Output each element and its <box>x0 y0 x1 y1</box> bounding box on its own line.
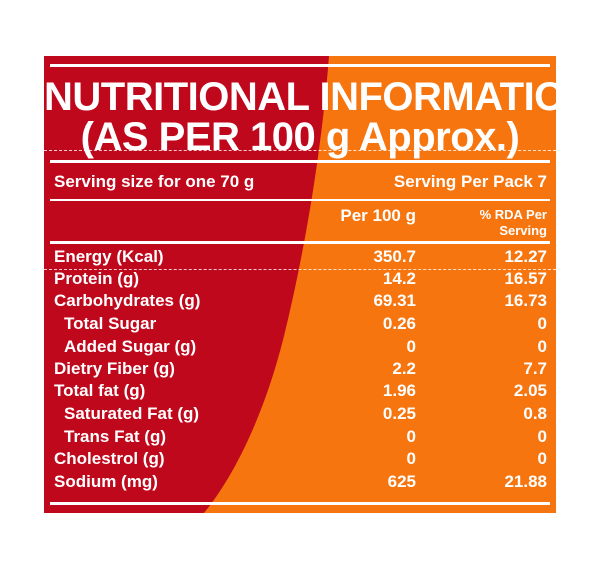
rda-value: 2.05 <box>513 381 547 400</box>
nutrient-row: Dietry Fiber (g) 2.2 7.7 <box>44 359 556 381</box>
nutrient-row: Carbohydrates (g) 69.31 16.73 <box>44 291 556 313</box>
serving-size-text: Serving size for one 70 g <box>54 172 255 191</box>
nutrient-name: Total Sugar <box>64 314 157 333</box>
nutrition-label-panel: NUTRITIONAL INFORMATION (AS PER 100 g Ap… <box>44 56 556 513</box>
title-divider-dashed <box>44 150 556 151</box>
nutrient-row: Added Sugar (g) 0 0 <box>44 337 556 359</box>
nutrient-name: Added Sugar (g) <box>64 337 197 356</box>
column-header-rda-line2: Serving <box>499 223 547 238</box>
serving-divider-line <box>50 199 550 201</box>
header-divider-line <box>50 241 550 244</box>
per100-value: 0 <box>406 337 416 356</box>
rda-value: 12.27 <box>504 247 547 266</box>
title-line-1: NUTRITIONAL INFORMATION <box>44 75 556 119</box>
rda-value: 21.88 <box>504 472 547 491</box>
nutrient-row: Protein (g) 14.2 16.57 <box>44 269 556 291</box>
per100-value: 625 <box>387 472 416 491</box>
nutrient-name: Energy (Kcal) <box>54 247 164 266</box>
nutrient-row: Total fat (g) 1.96 2.05 <box>44 381 556 403</box>
nutrient-row: Energy (Kcal) 350.7 12.27 <box>44 247 556 269</box>
nutrient-name: Saturated Fat (g) <box>64 404 200 423</box>
rda-value: 0.8 <box>523 404 547 423</box>
serving-per-pack-text: Serving Per Pack 7 <box>393 172 547 191</box>
per100-value: 2.2 <box>392 359 416 378</box>
column-header-rda-line1: % RDA Per <box>479 207 547 222</box>
red-curved-region <box>44 56 329 513</box>
per100-value: 1.96 <box>382 381 416 400</box>
per100-value: 0.26 <box>382 314 416 333</box>
title-line-2: (AS PER 100 g Approx.) <box>80 115 520 159</box>
nutrient-name: Cholestrol (g) <box>54 449 165 468</box>
panel-background <box>44 56 556 513</box>
nutrient-row: Sodium (mg) 625 21.88 <box>44 472 556 494</box>
nutrient-name: Dietry Fiber (g) <box>54 359 175 378</box>
nutrient-name: Total fat (g) <box>54 381 146 400</box>
per100-value: 69.31 <box>373 291 416 310</box>
nutrient-row: Total Sugar 0.26 0 <box>44 314 556 336</box>
row-divider-dashed <box>44 269 556 270</box>
title-divider-line <box>50 160 550 163</box>
rda-value: 16.73 <box>504 291 547 310</box>
rda-value: 7.7 <box>523 359 547 378</box>
rda-value: 16.57 <box>504 269 547 288</box>
bottom-border-line <box>50 502 550 505</box>
nutrient-name: Sodium (mg) <box>54 472 158 491</box>
per100-value: 350.7 <box>373 247 416 266</box>
column-header-per100: Per 100 g <box>340 206 416 225</box>
nutrient-row: Trans Fat (g) 0 0 <box>44 427 556 449</box>
nutrient-row: Cholestrol (g) 0 0 <box>44 449 556 471</box>
rda-value: 0 <box>537 337 547 356</box>
rda-value: 0 <box>537 449 547 468</box>
per100-value: 14.2 <box>382 269 416 288</box>
nutrient-name: Protein (g) <box>54 269 139 288</box>
rda-value: 0 <box>537 314 547 333</box>
per100-value: 0 <box>406 427 416 446</box>
nutrient-name: Carbohydrates (g) <box>54 291 201 310</box>
per100-value: 0 <box>406 449 416 468</box>
per100-value: 0.25 <box>382 404 416 423</box>
rda-value: 0 <box>537 427 547 446</box>
top-border-line <box>50 64 550 67</box>
nutrient-name: Trans Fat (g) <box>64 427 167 446</box>
nutrient-row: Saturated Fat (g) 0.25 0.8 <box>44 404 556 426</box>
